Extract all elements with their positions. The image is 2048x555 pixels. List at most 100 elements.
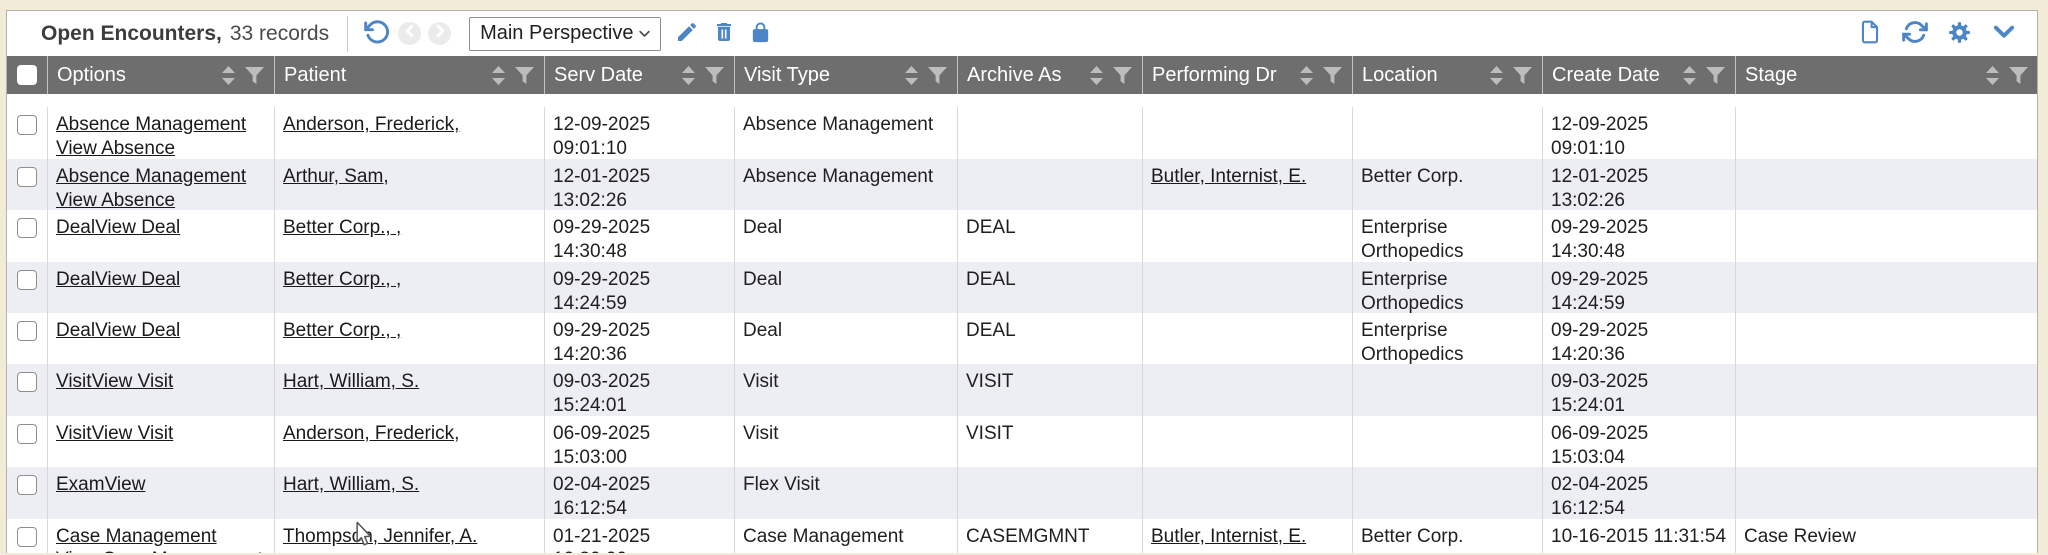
option-link[interactable]: View Case Management (56, 548, 263, 553)
stage-value: Case Review (1744, 525, 1856, 547)
option-link[interactable]: Visit (56, 422, 92, 444)
column-header-stage[interactable]: Stage (1736, 56, 2037, 94)
sort-icon[interactable] (1985, 65, 2000, 85)
filter-icon[interactable] (1113, 66, 1132, 84)
column-header-patient[interactable]: Patient (275, 56, 545, 94)
option-link[interactable]: View Absence Management (56, 189, 176, 211)
filter-icon[interactable] (928, 66, 947, 84)
row-checkbox[interactable] (17, 166, 37, 187)
filter-icon[interactable] (515, 66, 534, 84)
filter-icon[interactable] (245, 66, 264, 84)
undo-button[interactable] (364, 19, 391, 49)
sort-icon[interactable] (1299, 65, 1314, 85)
refresh-button[interactable] (1902, 19, 1928, 48)
nav-forward-button[interactable] (428, 22, 452, 45)
patient-link[interactable]: Anderson, Frederick, (283, 114, 460, 136)
create-date-value: 09-03-2025 15:24:01 (1551, 371, 1649, 416)
patient-link[interactable]: Better Corp., , (283, 268, 402, 290)
row-checkbox[interactable] (17, 475, 37, 496)
option-link[interactable]: Deal (56, 217, 96, 239)
option-link[interactable]: Visit (56, 371, 92, 393)
column-header-location[interactable]: Location (1353, 56, 1543, 94)
sort-icon[interactable] (221, 65, 236, 85)
sort-icon[interactable] (1682, 65, 1697, 85)
filter-icon[interactable] (1706, 66, 1725, 84)
column-header-options[interactable]: Options (48, 56, 275, 94)
patient-link[interactable]: Anderson, Frederick, (283, 422, 460, 444)
column-header-create-date[interactable]: Create Date (1543, 56, 1736, 94)
performing-dr-link[interactable]: Butler, Internist, E. (1151, 165, 1307, 187)
option-link[interactable]: View Visit (91, 422, 174, 444)
lock-perspective-button[interactable] (749, 21, 772, 47)
row-checkbox[interactable] (17, 115, 37, 136)
option-link[interactable]: Exam (56, 474, 105, 496)
filter-icon[interactable] (1513, 66, 1532, 84)
option-link[interactable]: View (104, 474, 146, 496)
create-date-value: 02-04-2025 16:12:54 (1551, 474, 1649, 519)
option-link[interactable]: View Absence Management (56, 138, 176, 159)
patient-cell: Better Corp., , (275, 312, 545, 365)
option-link[interactable]: View Deal (95, 319, 181, 341)
patient-link[interactable]: Better Corp., , (283, 319, 402, 341)
patient-link[interactable]: Arthur, Sam, (283, 165, 389, 187)
option-link[interactable]: View Deal (95, 268, 181, 290)
sort-icon[interactable] (1089, 65, 1104, 85)
edit-perspective-button[interactable] (675, 20, 699, 47)
stage-cell (1736, 158, 2037, 211)
row-checkbox[interactable] (17, 269, 37, 290)
row-checkbox[interactable] (17, 372, 37, 393)
delete-perspective-button[interactable] (712, 20, 736, 47)
perspective-select[interactable]: Main Perspective (469, 16, 662, 51)
sort-icon[interactable] (681, 65, 696, 85)
refresh-icon (1902, 19, 1928, 48)
row-checkbox[interactable] (17, 423, 37, 444)
toolbar-divider (347, 15, 349, 52)
create-date-cell: 09-29-2025 14:20:36 (1543, 312, 1736, 365)
location-cell (1353, 364, 1543, 416)
sort-icon[interactable] (904, 65, 919, 85)
row-checkbox[interactable] (17, 218, 37, 239)
patient-link[interactable]: Hart, William, S. (283, 474, 420, 496)
sort-icon[interactable] (1489, 65, 1504, 85)
option-link[interactable]: Deal (56, 319, 96, 341)
visit-type-cell: Deal (735, 210, 958, 262)
performing-dr-cell: Butler, Internist, E. (1143, 518, 1353, 553)
option-link[interactable]: Deal (56, 268, 96, 290)
option-link[interactable]: Absence Management (56, 165, 247, 187)
sort-icon[interactable] (491, 65, 506, 85)
filter-icon[interactable] (2009, 66, 2028, 84)
select-all-checkbox[interactable] (17, 65, 37, 85)
archive-as-cell: DEAL (958, 210, 1143, 262)
new-document-button[interactable] (1857, 19, 1883, 48)
column-header-icons (221, 65, 264, 85)
archive-as-cell (958, 107, 1143, 159)
patient-link[interactable]: Thompson, Jennifer, A. (283, 525, 478, 547)
option-link[interactable]: Case Management (56, 525, 217, 547)
row-checkbox-cell (7, 415, 48, 468)
column-header-archive-as[interactable]: Archive As (958, 56, 1143, 94)
option-link[interactable]: Absence Management (56, 114, 247, 136)
option-link[interactable]: View Deal (95, 217, 181, 239)
filter-icon[interactable] (705, 66, 724, 84)
settings-button[interactable] (1947, 20, 1972, 48)
options-cell: VisitView Visit (48, 415, 275, 468)
column-header-performing-dr[interactable]: Performing Dr (1143, 56, 1353, 94)
gear-icon (1947, 20, 1972, 48)
column-header-icons (1985, 65, 2028, 85)
collapse-panel-button[interactable] (1991, 19, 2017, 48)
select-all-header-cell[interactable] (7, 56, 48, 94)
patient-link[interactable]: Hart, William, S. (283, 371, 420, 393)
patient-link[interactable]: Better Corp., , (283, 217, 402, 239)
row-checkbox[interactable] (17, 526, 37, 547)
nav-back-icon (403, 24, 417, 43)
row-checkbox-cell (7, 518, 48, 553)
filter-icon[interactable] (1323, 66, 1342, 84)
option-link[interactable]: View Visit (91, 371, 174, 393)
nav-back-button[interactable] (398, 22, 422, 45)
patient-cell: Better Corp., , (275, 210, 545, 262)
row-checkbox[interactable] (17, 320, 37, 341)
visit-type-cell: Visit (735, 364, 958, 416)
column-header-visit-type[interactable]: Visit Type (735, 56, 958, 94)
column-header-serv-date[interactable]: Serv Date (545, 56, 735, 94)
performing-dr-link[interactable]: Butler, Internist, E. (1151, 525, 1307, 547)
